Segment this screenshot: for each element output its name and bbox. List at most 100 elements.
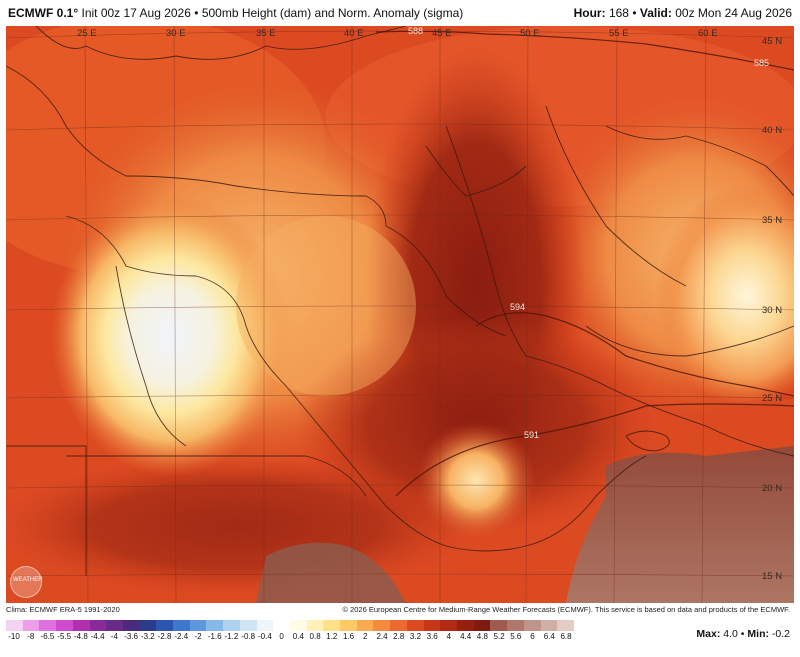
color-swatch bbox=[239, 620, 257, 631]
separator: • bbox=[740, 628, 745, 640]
color-tick-label: 6.4 bbox=[543, 632, 555, 641]
color-tick-label: -8 bbox=[27, 632, 35, 641]
color-tick-label: -0.8 bbox=[241, 632, 256, 641]
color-tick-label: 5.6 bbox=[510, 632, 522, 641]
contour-label: 591 bbox=[524, 430, 540, 440]
color-tick-label: 2.4 bbox=[376, 632, 388, 641]
init-time: Init 00z 17 Aug 2026 bbox=[81, 6, 191, 20]
color-tick-label: -3.2 bbox=[140, 632, 155, 641]
color-tick-label: 0.8 bbox=[309, 632, 321, 641]
ecmwf-credit: © 2026 European Centre for Medium-Range … bbox=[342, 605, 790, 614]
color-swatch bbox=[206, 620, 224, 631]
color-tick-label: -6.5 bbox=[40, 632, 55, 641]
color-swatch bbox=[122, 620, 140, 631]
contour-label: 594 bbox=[510, 302, 526, 312]
contour-label: 588 bbox=[408, 26, 424, 36]
color-swatch bbox=[540, 620, 558, 631]
color-tick-label: 4.4 bbox=[460, 632, 472, 641]
min-value: -0.2 bbox=[771, 628, 790, 640]
max-value: 4.0 bbox=[723, 628, 738, 640]
color-swatch bbox=[557, 620, 574, 631]
color-scale-bar bbox=[6, 620, 574, 631]
color-tick-label: -10 bbox=[8, 632, 20, 641]
lat-label: 35 N bbox=[762, 215, 783, 226]
map-canvas bbox=[6, 26, 794, 603]
lat-label: 20 N bbox=[762, 483, 783, 494]
lon-label: 40 E bbox=[344, 28, 364, 39]
color-tick-label: 2.8 bbox=[393, 632, 405, 641]
max-label: Max: bbox=[696, 628, 721, 640]
color-swatch bbox=[523, 620, 541, 631]
color-swatch bbox=[39, 620, 57, 631]
color-swatch bbox=[189, 620, 207, 631]
map-header: ECMWF 0.1° Init 00z 17 Aug 2026 • 500mb … bbox=[0, 0, 800, 26]
color-swatch bbox=[507, 620, 524, 631]
color-swatch bbox=[440, 620, 457, 631]
max-min-readout: Max: 4.0 • Min: -0.2 bbox=[696, 628, 790, 640]
valid-value: 00z Mon 24 Aug 2026 bbox=[675, 6, 792, 20]
color-tick-label: -2.8 bbox=[157, 632, 172, 641]
bullet-separator: • bbox=[194, 6, 199, 20]
valid-label: Valid: bbox=[639, 6, 672, 20]
color-swatch bbox=[89, 620, 107, 631]
header-title: ECMWF 0.1° Init 00z 17 Aug 2026 • 500mb … bbox=[8, 6, 463, 20]
color-swatch bbox=[289, 620, 307, 631]
color-swatch bbox=[156, 620, 174, 631]
field-name: 500mb Height (dam) and Norm. Anomaly (si… bbox=[201, 6, 464, 20]
color-swatch bbox=[340, 620, 357, 631]
color-tick-label: -1.6 bbox=[207, 632, 222, 641]
color-tick-label: -0.4 bbox=[258, 632, 272, 641]
color-swatch bbox=[6, 620, 23, 631]
color-tick-label: 4.8 bbox=[476, 632, 488, 641]
lat-label: 15 N bbox=[762, 571, 783, 582]
header-valid: Hour: 168 • Valid: 00z Mon 24 Aug 2026 bbox=[574, 6, 792, 20]
color-swatch bbox=[106, 620, 123, 631]
color-tick-label: 3.6 bbox=[426, 632, 438, 641]
weatherbell-logo: WEATHER bbox=[10, 566, 43, 598]
color-swatch bbox=[306, 620, 324, 631]
color-swatch bbox=[139, 620, 157, 631]
lat-label: 40 N bbox=[762, 125, 783, 136]
contour-label: 585 bbox=[754, 58, 770, 68]
color-tick-label: 3.2 bbox=[409, 632, 422, 641]
bullet-separator: • bbox=[632, 6, 637, 20]
lat-label: 25 N bbox=[762, 393, 783, 404]
lon-label: 55 E bbox=[609, 28, 629, 39]
lon-label: 50 E bbox=[520, 28, 540, 39]
lon-label: 35 E bbox=[256, 28, 276, 39]
color-swatch bbox=[490, 620, 508, 631]
color-swatch bbox=[256, 620, 274, 631]
color-tick-label: 5.2 bbox=[493, 632, 505, 641]
color-tick-label: -4 bbox=[110, 632, 118, 641]
color-swatch bbox=[323, 620, 341, 631]
lon-label: 25 E bbox=[77, 28, 97, 39]
color-swatch bbox=[223, 620, 240, 631]
color-swatch bbox=[356, 620, 374, 631]
color-swatch bbox=[423, 620, 441, 631]
color-tick-label: 2 bbox=[363, 632, 368, 641]
color-swatch bbox=[22, 620, 40, 631]
hour-value: 168 bbox=[608, 6, 629, 20]
color-swatch bbox=[173, 620, 190, 631]
lat-label: 45 N bbox=[762, 36, 783, 47]
lon-label: 45 E bbox=[432, 28, 452, 39]
climatology-credit: Clima: ECMWF ERA-5 1991-2020 bbox=[6, 605, 120, 614]
color-tick-label: -5.5 bbox=[57, 632, 72, 641]
color-swatch bbox=[56, 620, 73, 631]
color-tick-label: 6 bbox=[530, 632, 535, 641]
color-tick-label: 1.2 bbox=[326, 632, 338, 641]
color-tick-label: -1.2 bbox=[224, 632, 239, 641]
lon-label: 30 E bbox=[166, 28, 186, 39]
color-tick-label: -3.6 bbox=[124, 632, 138, 641]
color-swatch bbox=[390, 620, 407, 631]
color-tick-label: -4.4 bbox=[90, 632, 105, 641]
min-label: Min: bbox=[747, 628, 769, 640]
color-tick-label: 0 bbox=[279, 632, 284, 641]
color-swatch bbox=[72, 620, 90, 631]
logo-text: WEATHER bbox=[13, 577, 43, 583]
model-name: ECMWF 0.1° bbox=[8, 6, 79, 20]
color-tick-label: -2.4 bbox=[174, 632, 189, 641]
color-swatch bbox=[273, 620, 290, 631]
color-tick-label: -2 bbox=[194, 632, 202, 641]
color-swatch bbox=[406, 620, 424, 631]
